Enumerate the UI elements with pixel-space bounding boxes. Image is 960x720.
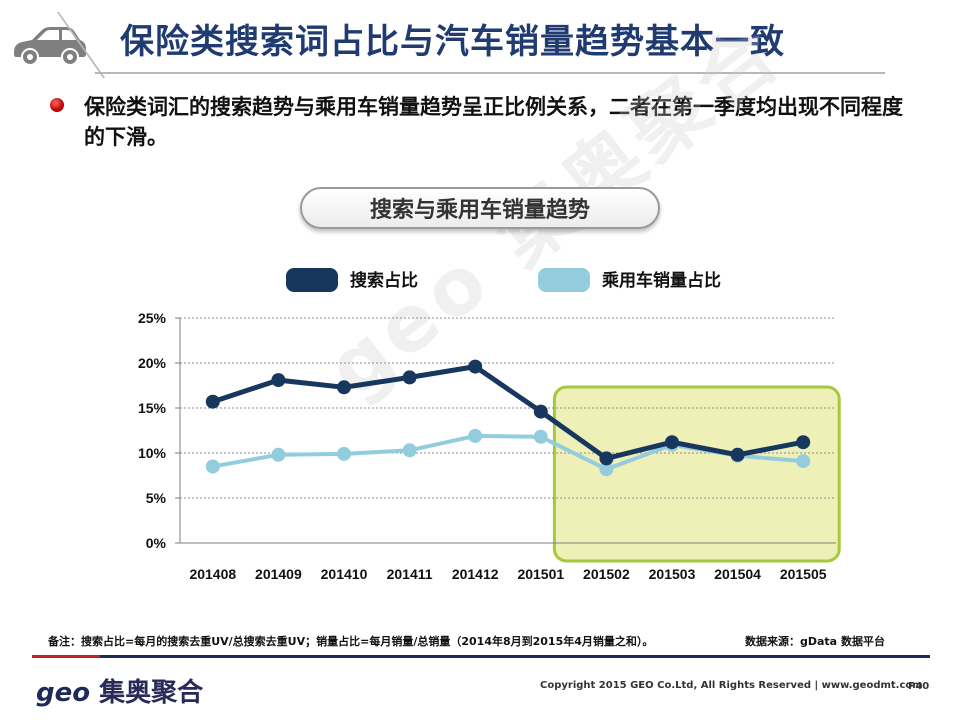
page-title: 保险类搜索词占比与汽车销量趋势基本一致 [120, 22, 785, 62]
x-tick-label: 201502 [583, 566, 630, 582]
highlight-box [552, 385, 841, 563]
data-point-series-2 [468, 428, 483, 443]
legend-swatch [286, 268, 338, 292]
legend-label: 搜索占比 [350, 270, 418, 291]
footer-logo-latin: geo [36, 678, 91, 708]
footer-line [100, 655, 930, 658]
y-tick-label: 10% [138, 445, 167, 461]
data-point-series-1 [796, 435, 811, 450]
x-tick-label: 201411 [387, 566, 433, 582]
data-point-series-2 [533, 429, 548, 444]
footer-line-accent [32, 655, 100, 658]
y-tick-label: 5% [146, 490, 167, 506]
data-point-series-1 [205, 394, 220, 409]
y-tick-label: 0% [146, 535, 167, 551]
data-point-series-2 [402, 443, 417, 458]
chart-tick-labels: 0% 5% 10% 15% 20% 25% 201408 201409 201410 201411… [138, 310, 827, 582]
data-point-series-1 [271, 373, 286, 388]
legend-swatch [538, 268, 590, 292]
series-line-1 [212, 364, 804, 461]
chart-title-pill: 搜索与乘用车销量趋势 [300, 187, 660, 229]
data-point-series-1 [599, 451, 614, 466]
chart-legend: 搜索占比 乘用车销量占比 [286, 268, 721, 292]
bullet-text: 保险类词汇的搜索趋势与乘用车销量趋势呈正比例关系，二者在第一季度均出现不同程度的… [84, 95, 903, 149]
y-tick-label: 20% [138, 355, 167, 371]
data-point-series-2 [271, 447, 286, 462]
bullet-dot-icon [50, 98, 64, 112]
y-tick-label: 25% [138, 310, 167, 326]
legend-label: 乘用车销量占比 [601, 270, 721, 291]
x-tick-label: 201409 [255, 566, 302, 582]
title-band: 保险类搜索词占比与汽车销量趋势基本一致 [0, 0, 960, 78]
chart-series [205, 359, 811, 477]
data-point-series-2 [337, 446, 351, 461]
x-tick-label: 201501 [517, 566, 564, 582]
data-point-series-2 [796, 454, 811, 469]
footnote: 备注：搜索占比=每月的搜索去重UV/总搜索去重UV；销量占比=每月销量/总销量（… [48, 635, 654, 648]
copyright: Copyright 2015 GEO Co.Ltd, All Rights Re… [540, 680, 923, 691]
page-number: P40 [908, 681, 930, 692]
bullet-point: 保险类词汇的搜索趋势与乘用车销量趋势呈正比例关系，二者在第一季度均出现不同程度的… [50, 92, 910, 152]
title-underline [95, 72, 885, 74]
y-tick-label: 15% [138, 400, 167, 416]
data-point-series-1 [337, 380, 351, 395]
footer-logo-cn: 集奥聚合 [99, 678, 204, 708]
data-point-series-1 [402, 370, 417, 385]
data-point-series-1 [665, 435, 679, 450]
footer-logo: geo 集奥聚合 [36, 672, 203, 709]
data-point-series-2 [205, 459, 220, 474]
data-point-series-2 [599, 462, 614, 477]
chart-axes [175, 317, 836, 544]
x-tick-label: 201410 [321, 566, 368, 582]
data-point-series-1 [730, 447, 745, 462]
data-point-series-1 [533, 404, 548, 419]
line-chart: 搜索占比 乘用车销量占比 0% 5% 10% 15% 20% 25% 201408 201409… [138, 268, 841, 582]
highlight-region [552, 385, 841, 563]
x-tick-label: 201412 [452, 566, 499, 582]
x-tick-label: 201503 [649, 566, 696, 582]
chart-title: 搜索与乘用车销量趋势 [369, 198, 590, 223]
data-source: 数据来源：gData 数据平台 [745, 635, 885, 648]
car-icon [14, 27, 86, 66]
x-tick-label: 201505 [780, 566, 827, 582]
x-tick-label: 201504 [714, 566, 761, 582]
data-point-series-1 [468, 359, 483, 374]
x-tick-label: 201408 [189, 566, 236, 582]
